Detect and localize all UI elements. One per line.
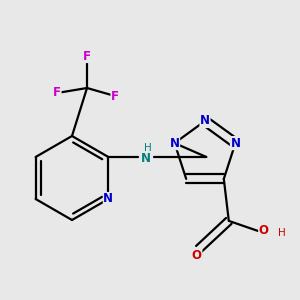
Text: F: F: [111, 89, 119, 103]
Text: F: F: [83, 50, 91, 62]
Text: O: O: [259, 224, 269, 237]
Text: N: N: [103, 193, 113, 206]
Text: F: F: [53, 86, 61, 100]
Text: N: N: [230, 136, 240, 150]
Text: N: N: [141, 152, 152, 166]
Text: N: N: [169, 136, 180, 150]
Text: O: O: [192, 249, 202, 262]
Text: N: N: [200, 115, 210, 128]
Text: H: H: [278, 228, 286, 238]
Text: H: H: [145, 143, 152, 153]
